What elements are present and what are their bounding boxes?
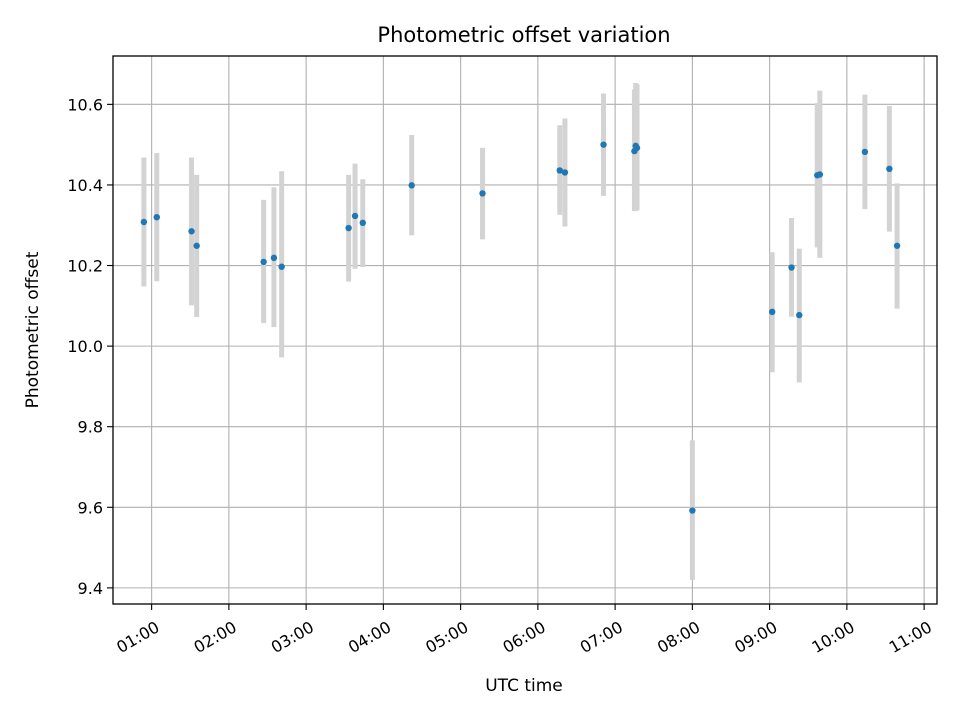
data-point: [816, 171, 824, 178]
y-tick-label: 10.4: [67, 176, 103, 195]
data-point: [561, 169, 569, 176]
data-point: [351, 212, 359, 220]
x-axis-label: UTC time: [485, 676, 563, 696]
data-point: [260, 258, 267, 266]
chart-title: Photometric offset variation: [377, 23, 670, 47]
x-axis: 01:00 02:00 03:00 04:00 05:00 06:00 07:00 08:00…: [113, 604, 935, 657]
data-point: [359, 219, 366, 227]
x-tick-label: 10:00: [808, 617, 857, 657]
plot-frame: [112, 55, 938, 605]
data-point: [886, 165, 893, 173]
data-point: [861, 148, 869, 156]
data-point: [556, 167, 563, 174]
data-point: [893, 242, 901, 249]
x-tick-label: 02:00: [190, 617, 239, 657]
data-point: [188, 228, 195, 235]
data-point: [345, 224, 352, 232]
y-tick-label: 9.6: [78, 498, 103, 517]
data-point: [140, 218, 148, 226]
x-tick-label: 05:00: [422, 617, 471, 657]
data-point: [600, 141, 607, 148]
x-tick-label: 08:00: [654, 617, 703, 657]
x-tick-label: 09:00: [731, 617, 780, 657]
y-axis: 9.4 9.6 9.8 10.0 10.2 10.4 10.6: [67, 95, 113, 598]
y-tick-label: 9.8: [78, 418, 103, 437]
error-bars: [141, 82, 900, 580]
data-point: [788, 264, 795, 271]
grid: [113, 56, 937, 604]
x-tick-label: 07:00: [577, 617, 626, 657]
x-tick-label: 11:00: [886, 617, 935, 657]
data-point: [633, 144, 641, 152]
data-points: [140, 141, 901, 514]
data-point: [769, 308, 776, 316]
x-tick-label: 04:00: [345, 617, 394, 657]
data-point: [689, 507, 696, 514]
data-point: [278, 263, 285, 270]
y-tick-label: 10.0: [67, 337, 103, 356]
data-point: [479, 190, 486, 197]
data-point: [153, 213, 160, 221]
x-tick-label: 03:00: [268, 617, 317, 657]
data-point: [270, 254, 278, 262]
data-point: [193, 242, 200, 249]
data-point: [796, 311, 803, 319]
y-tick-label: 10.6: [67, 95, 103, 114]
data-point: [408, 182, 415, 189]
y-tick-label: 10.2: [67, 257, 103, 276]
x-tick-label: 01:00: [113, 617, 162, 657]
x-tick-label: 06:00: [499, 617, 548, 657]
y-axis-label: Photometric offset: [23, 251, 43, 408]
y-tick-label: 9.4: [78, 579, 103, 598]
